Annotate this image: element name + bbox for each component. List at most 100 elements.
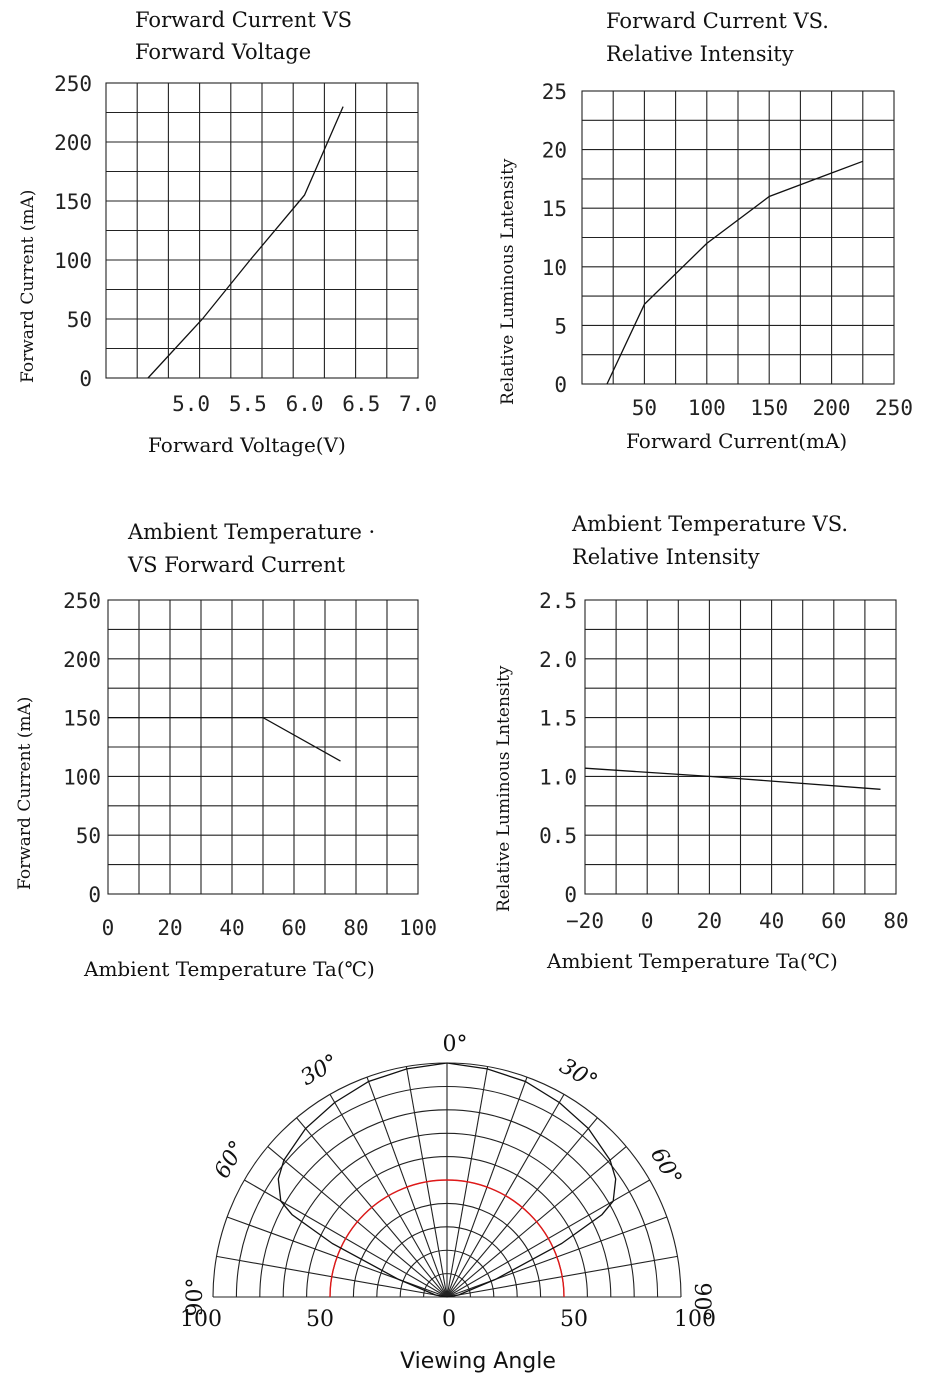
- chart1-y-ticks: 0 50 100 150 200 250: [54, 72, 92, 391]
- y-tick-label: 0: [79, 367, 92, 391]
- chart4-ylabel: Relative Luminous Lntensity: [494, 665, 514, 912]
- x-tick-label: 250: [875, 396, 913, 420]
- x-tick-label: 7.0: [399, 392, 437, 416]
- chart1-xlabel: Forward Voltage(V): [148, 433, 346, 457]
- chart-forward-current-vs-temperature: Ambient Temperature · VS Forward Current…: [15, 520, 437, 981]
- y-tick-label: 1.5: [539, 707, 577, 731]
- polar-xlabel: Viewing Angle: [400, 1349, 556, 1374]
- y-tick-label: 0: [554, 373, 567, 397]
- x-tick-label: 5.0: [172, 392, 210, 416]
- series-line: [147, 106, 344, 379]
- x-tick-label: 40: [759, 909, 784, 933]
- radial-tick-label: 50: [560, 1307, 588, 1332]
- chart4-xlabel: Ambient Temperature Ta(℃): [546, 949, 838, 973]
- chart4-y-ticks: 0 0.5 1.0 1.5 2.0 2.5: [539, 589, 577, 907]
- x-tick-label: 6.0: [286, 392, 324, 416]
- polar-radial-ticks: 100 50 0 50 100: [180, 1307, 716, 1332]
- polar-radiation-pattern: [277, 1062, 617, 1298]
- y-tick-label: 100: [63, 765, 101, 789]
- y-tick-label: 15: [542, 197, 567, 221]
- x-tick-label: 100: [688, 396, 726, 420]
- chart3-series: [108, 716, 341, 762]
- chart2-title-line2: Relative Intensity: [606, 42, 794, 66]
- chart1-title-line1: Forward Current VS: [135, 8, 352, 32]
- y-tick-label: 10: [542, 256, 567, 280]
- chart4-title-line2: Relative Intensity: [572, 545, 760, 569]
- y-tick-label: 0: [88, 883, 101, 907]
- chart2-grid: [581, 90, 895, 385]
- chart3-y-ticks: 0 50 100 150 200 250: [63, 589, 101, 907]
- chart3-x-ticks: 0 20 40 60 80 100: [102, 916, 437, 940]
- chart2-title-line1: Forward Current VS.: [606, 9, 829, 33]
- y-tick-label: 1.0: [539, 765, 577, 789]
- x-tick-label: 20: [697, 909, 722, 933]
- angle-label-30-left: 30°: [297, 1050, 343, 1091]
- y-tick-label: 150: [63, 707, 101, 731]
- y-tick-label: 50: [76, 824, 101, 848]
- half-intensity-arc: [329, 1179, 565, 1298]
- chart3-title-line1: Ambient Temperature ·: [127, 520, 375, 544]
- angle-label-90-right: 90°: [689, 1283, 714, 1322]
- chart2-xlabel: Forward Current(mA): [626, 429, 847, 453]
- chart2-ylabel: Relative Luminous Lntensity: [498, 158, 518, 405]
- chart3-xlabel: Ambient Temperature Ta(℃): [83, 957, 375, 981]
- radial-tick-label: 100: [674, 1307, 716, 1332]
- y-tick-label: 200: [54, 131, 92, 155]
- series-line: [584, 767, 881, 790]
- x-tick-label: 80: [883, 909, 908, 933]
- y-tick-label: 2.5: [539, 589, 577, 613]
- chart3-grid: [107, 599, 419, 895]
- series-line: [606, 160, 864, 385]
- x-tick-label: 40: [219, 916, 244, 940]
- chart4-title-line1: Ambient Temperature VS.: [571, 512, 848, 536]
- chart3-title-line2: VS Forward Current: [127, 553, 346, 577]
- y-tick-label: 150: [54, 190, 92, 214]
- chart-relative-intensity-vs-current: Forward Current VS. Relative Intensity F…: [498, 9, 913, 453]
- chart2-y-ticks: 0 5 10 15 20 25: [542, 80, 567, 397]
- chart1-title-line2: Forward Voltage: [135, 40, 311, 64]
- chart4-grid: [584, 599, 897, 895]
- radiation-pattern-curve: [277, 1062, 617, 1298]
- polar-half-intensity-circle: [329, 1179, 565, 1298]
- angle-label-60-left: 60°: [210, 1137, 251, 1183]
- x-tick-label: 60: [281, 916, 306, 940]
- series-line: [108, 716, 341, 762]
- chart1-series: [147, 106, 344, 379]
- chart1-x-ticks: 5.0 5.5 6.0 6.5 7.0: [172, 392, 437, 416]
- chart4-x-ticks: −20 0 20 40 60 80: [566, 909, 909, 933]
- chart3-ylabel: Forward Current (mA): [15, 697, 35, 890]
- angle-label-0: 0°: [443, 1032, 468, 1057]
- chart1-grid: [105, 82, 419, 379]
- radial-tick-label: 50: [306, 1307, 334, 1332]
- x-tick-label: 20: [157, 916, 182, 940]
- y-tick-label: 200: [63, 648, 101, 672]
- y-tick-label: 25: [542, 80, 567, 104]
- x-tick-label: 80: [343, 916, 368, 940]
- chart2-x-ticks: 50 100 150 200 250: [632, 396, 913, 420]
- radial-tick-label: 0: [442, 1307, 456, 1332]
- x-tick-label: 5.5: [229, 392, 267, 416]
- x-tick-label: 50: [632, 396, 657, 420]
- polar-labels: 0° 30° 30° 60° 60° 90° 90°: [183, 1032, 714, 1322]
- chart-relative-intensity-vs-temperature: Ambient Temperature VS. Relative Intensi…: [494, 512, 909, 973]
- x-tick-label: 6.5: [342, 392, 380, 416]
- x-tick-label: 200: [813, 396, 851, 420]
- chart2-series: [606, 160, 864, 385]
- y-tick-label: 0: [564, 883, 577, 907]
- x-tick-label: 0: [641, 909, 654, 933]
- x-tick-label: 100: [399, 916, 437, 940]
- y-tick-label: 250: [54, 72, 92, 96]
- y-tick-label: 2.0: [539, 648, 577, 672]
- y-tick-label: 250: [63, 589, 101, 613]
- radial-tick-label: 100: [180, 1307, 222, 1332]
- x-tick-label: 150: [750, 396, 788, 420]
- chart-forward-current-vs-voltage: Forward Current VS Forward Voltage Forwa…: [18, 8, 437, 457]
- chart1-ylabel: Forward Current (mA): [18, 190, 38, 383]
- x-tick-label: −20: [566, 909, 604, 933]
- x-tick-label: 0: [102, 916, 115, 940]
- angle-label-90-left: 90°: [183, 1278, 208, 1317]
- y-tick-label: 50: [67, 308, 92, 332]
- y-tick-label: 100: [54, 249, 92, 273]
- y-tick-label: 5: [554, 314, 567, 338]
